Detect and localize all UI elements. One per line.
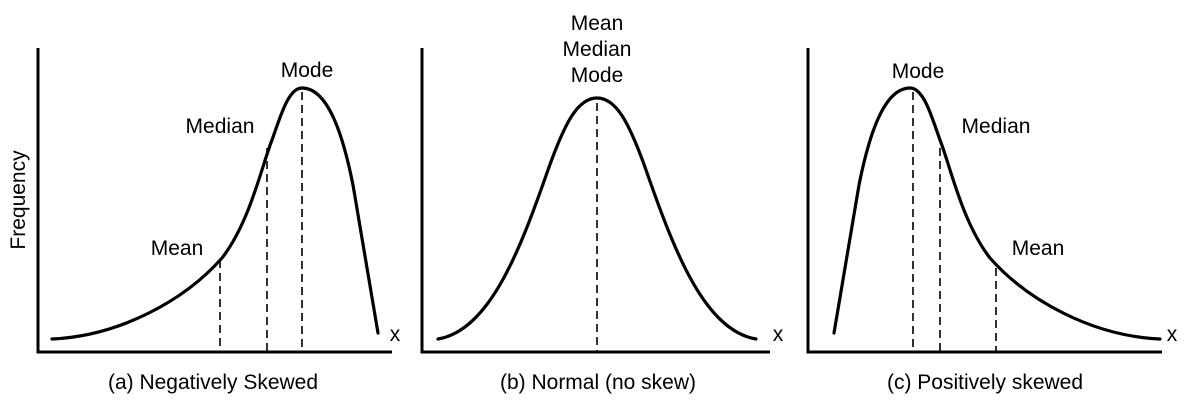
panel-b-x-label: x <box>773 323 784 346</box>
panel-a-mean-label: Mean <box>151 237 204 260</box>
panel-c-axes <box>806 48 1162 354</box>
panel-positively-skewed: Mode Median Mean x (c) Positively skewed <box>806 48 1178 394</box>
panel-a-caption: (a) Negatively Skewed <box>108 371 318 394</box>
panel-b-mean-label: Mean <box>571 12 624 35</box>
panel-a-axes <box>36 48 392 354</box>
panel-c-mean-label: Mean <box>1012 237 1065 260</box>
panel-c-mode-label: Mode <box>892 60 945 83</box>
panel-b-curve <box>436 96 758 341</box>
panel-c-caption: (c) Positively skewed <box>887 371 1083 394</box>
panel-b-median-label: Median <box>563 38 632 61</box>
panel-negatively-skewed: Mode Median Mean x (a) Negatively Skewed <box>36 48 401 394</box>
panel-a-median-label: Median <box>186 115 255 138</box>
panel-b-axes <box>420 48 770 354</box>
panel-c-curve <box>832 86 1162 341</box>
panel-c-x-label: x <box>1167 323 1178 346</box>
panel-a-mode-label: Mode <box>281 59 334 82</box>
panel-b-mode-label: Mode <box>571 64 624 87</box>
panel-a-x-label: x <box>390 323 401 346</box>
panel-b-caption: (b) Normal (no skew) <box>500 371 696 394</box>
panel-normal: Mean Median Mode x (b) Normal (no skew) <box>420 12 784 394</box>
y-axis-label: Frequency <box>7 150 30 250</box>
panel-c-median-label: Median <box>962 115 1031 138</box>
panel-a-curve <box>50 86 380 341</box>
